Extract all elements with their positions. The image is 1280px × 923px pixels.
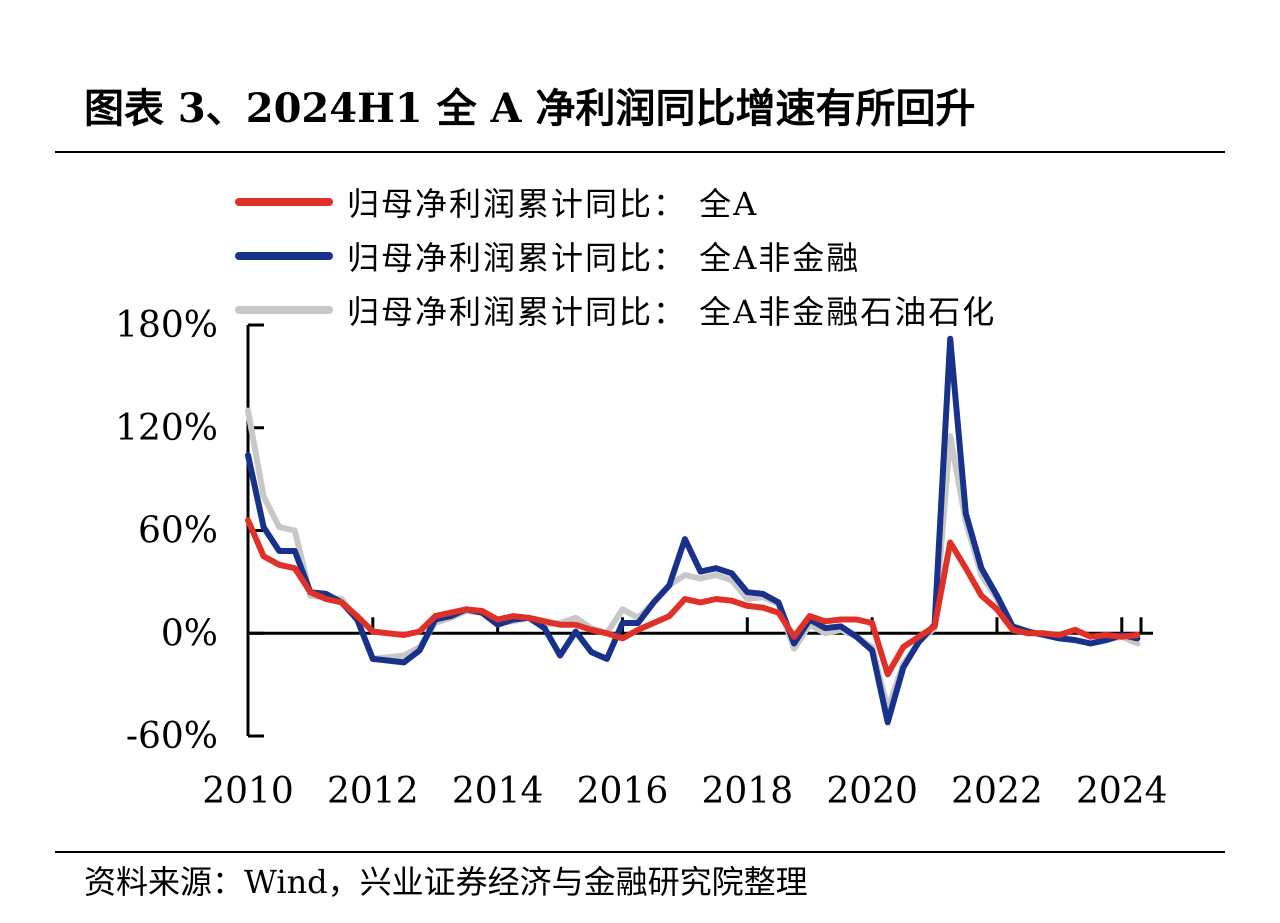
legend-swatch-gray [235,306,333,314]
y-tick-label: 0% [161,613,218,654]
top-divider [55,151,1225,153]
y-tick-label: 180% [115,305,218,346]
legend-label: 归母净利润累计同比： 全A [347,185,759,223]
x-tick-label: 2018 [701,771,793,812]
legend-item-quan-a: 归母净利润累计同比： 全A [235,175,996,229]
x-tick-label: 2016 [577,771,669,812]
y-tick-label: 60% [138,511,218,552]
y-tick-label: -60% [126,716,218,757]
x-tick-label: 2020 [826,771,918,812]
y-tick-label: 120% [115,408,218,449]
bottom-divider [55,851,1225,853]
series-lines [245,335,1141,726]
legend-label: 归母净利润累计同比： 全A非金融 [347,239,861,277]
x-tick-label: 2014 [452,771,544,812]
chart-title: 图表 3、2024H1 全 A 净利润同比增速有所回升 [84,85,976,132]
series-line-non-financial [245,335,1141,726]
x-tick-label: 2024 [1076,771,1168,812]
chart-legend: 归母净利润累计同比： 全A 归母净利润累计同比： 全A非金融 归母净利润累计同比… [235,175,996,337]
source-note: 资料来源：Wind，兴业证券经济与金融研究院整理 [84,863,808,901]
x-tick-label: 2010 [202,771,294,812]
legend-item-non-financial-petro: 归母净利润累计同比： 全A非金融石油石化 [235,283,996,337]
legend-swatch-red [235,198,333,206]
x-tick-label: 2022 [951,771,1043,812]
legend-swatch-blue [235,252,333,260]
series-line-quan-a [245,517,1141,678]
x-axis: 2010 2012 2014 2016 2018 2020 2022 2024 [202,617,1168,812]
legend-label: 归母净利润累计同比： 全A非金融石油石化 [347,293,997,331]
legend-item-non-financial: 归母净利润累计同比： 全A非金融 [235,229,996,283]
x-tick-label: 2012 [327,771,419,812]
y-axis: 180% 120% 60% 0% -60% [115,305,264,757]
